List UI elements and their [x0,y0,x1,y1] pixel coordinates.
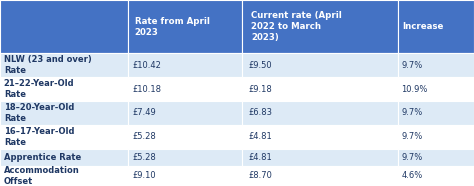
Bar [128,101,242,125]
Bar [0,77,128,101]
Text: £5.28: £5.28 [133,132,156,141]
Bar [398,77,474,101]
Text: £9.10: £9.10 [133,171,156,180]
Text: £6.83: £6.83 [248,108,272,117]
Text: 10.9%: 10.9% [401,84,428,94]
Text: Accommodation
Offset: Accommodation Offset [4,166,80,185]
Bar [0,149,128,166]
Bar [398,53,474,77]
Bar [0,166,128,186]
Bar [128,77,242,101]
Bar [242,166,398,186]
Bar [128,149,242,166]
Text: Rate from April
2023: Rate from April 2023 [135,17,210,37]
Text: £8.70: £8.70 [248,171,272,180]
Bar [0,0,128,53]
Bar [398,149,474,166]
Bar [242,101,398,125]
Text: £9.50: £9.50 [248,61,272,70]
Text: 9.7%: 9.7% [401,153,422,162]
Text: £7.49: £7.49 [133,108,156,117]
Text: 9.7%: 9.7% [401,108,422,117]
Bar [398,101,474,125]
Text: £4.81: £4.81 [248,132,272,141]
Text: 9.7%: 9.7% [401,132,422,141]
Text: £5.28: £5.28 [133,153,156,162]
Text: Increase: Increase [403,22,444,31]
Bar [242,53,398,77]
Bar [0,125,128,149]
Bar [0,101,128,125]
Text: £10.42: £10.42 [133,61,162,70]
Bar [128,0,242,53]
Bar [398,166,474,186]
Bar [128,166,242,186]
Text: Apprentice Rate: Apprentice Rate [4,153,81,162]
Bar [242,149,398,166]
Text: £9.18: £9.18 [248,84,272,94]
Text: 4.6%: 4.6% [401,171,422,180]
Bar [398,0,474,53]
Bar [128,53,242,77]
Bar [242,0,398,53]
Bar [0,53,128,77]
Text: Current rate (April
2022 to March
2023): Current rate (April 2022 to March 2023) [251,11,342,42]
Text: 16–17-Year-Old
Rate: 16–17-Year-Old Rate [4,127,74,147]
Bar [398,125,474,149]
Text: £10.18: £10.18 [133,84,162,94]
Bar [242,125,398,149]
Text: 21–22-Year-Old
Rate: 21–22-Year-Old Rate [4,79,74,99]
Text: 18–20-Year-Old
Rate: 18–20-Year-Old Rate [4,103,74,123]
Bar [242,77,398,101]
Text: 9.7%: 9.7% [401,61,422,70]
Text: £4.81: £4.81 [248,153,272,162]
Text: NLW (23 and over)
Rate: NLW (23 and over) Rate [4,55,91,75]
Bar [128,125,242,149]
